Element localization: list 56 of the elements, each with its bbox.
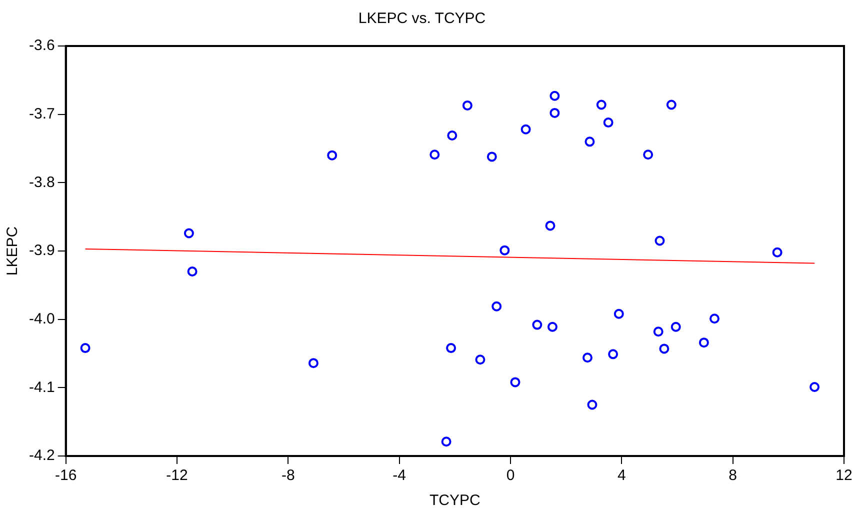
y-axis-title: LKEPC	[4, 226, 22, 276]
point	[187, 266, 198, 276]
point	[492, 301, 502, 312]
point	[596, 100, 606, 110]
point	[510, 377, 520, 388]
point	[659, 344, 670, 354]
point	[520, 124, 531, 134]
point	[500, 245, 510, 256]
point	[643, 150, 654, 160]
x-tick-label: 12	[836, 467, 852, 484]
point	[608, 349, 618, 360]
point	[532, 320, 542, 330]
point	[603, 118, 614, 128]
x-tick-label: 4	[618, 467, 626, 484]
x-tick-label: -12	[166, 467, 188, 484]
y-tick-label: -3.7	[28, 105, 55, 122]
point	[582, 352, 592, 363]
point	[550, 108, 560, 118]
y-tick-label: -3.8	[28, 174, 55, 191]
point	[584, 136, 595, 147]
point	[184, 228, 194, 238]
point	[653, 326, 664, 337]
point	[430, 150, 440, 160]
x-tick-label: -16	[55, 467, 77, 484]
point	[666, 100, 676, 110]
x-axis-title: TCYPC	[430, 492, 481, 510]
x-tick-label: 0	[506, 467, 515, 484]
y-tick-label: -3.9	[28, 242, 55, 260]
point	[587, 400, 598, 410]
y-tick-label: -3.6	[28, 37, 55, 54]
point	[698, 338, 709, 348]
point	[670, 322, 681, 332]
y-tick-label: -4.1	[28, 378, 55, 396]
point	[80, 343, 90, 354]
point	[308, 358, 318, 368]
point	[327, 150, 338, 160]
point	[545, 220, 556, 231]
point	[447, 130, 458, 141]
point	[441, 436, 452, 447]
point	[654, 236, 665, 246]
x-tick-label: -8	[282, 467, 295, 484]
x-tick-label: 8	[728, 467, 738, 484]
point	[475, 354, 486, 365]
point	[547, 322, 558, 332]
point	[446, 343, 456, 354]
point	[486, 152, 497, 162]
y-tick-label: -4.2	[28, 447, 55, 464]
point	[550, 90, 560, 101]
point	[772, 247, 782, 258]
point	[462, 100, 472, 110]
x-tick-label: -4	[392, 467, 406, 484]
point	[709, 314, 720, 324]
point	[810, 382, 820, 392]
y-tick-label: -4.0	[28, 310, 55, 328]
point	[614, 308, 624, 319]
chart-title: LKEPC vs. TCYPC	[358, 10, 486, 28]
